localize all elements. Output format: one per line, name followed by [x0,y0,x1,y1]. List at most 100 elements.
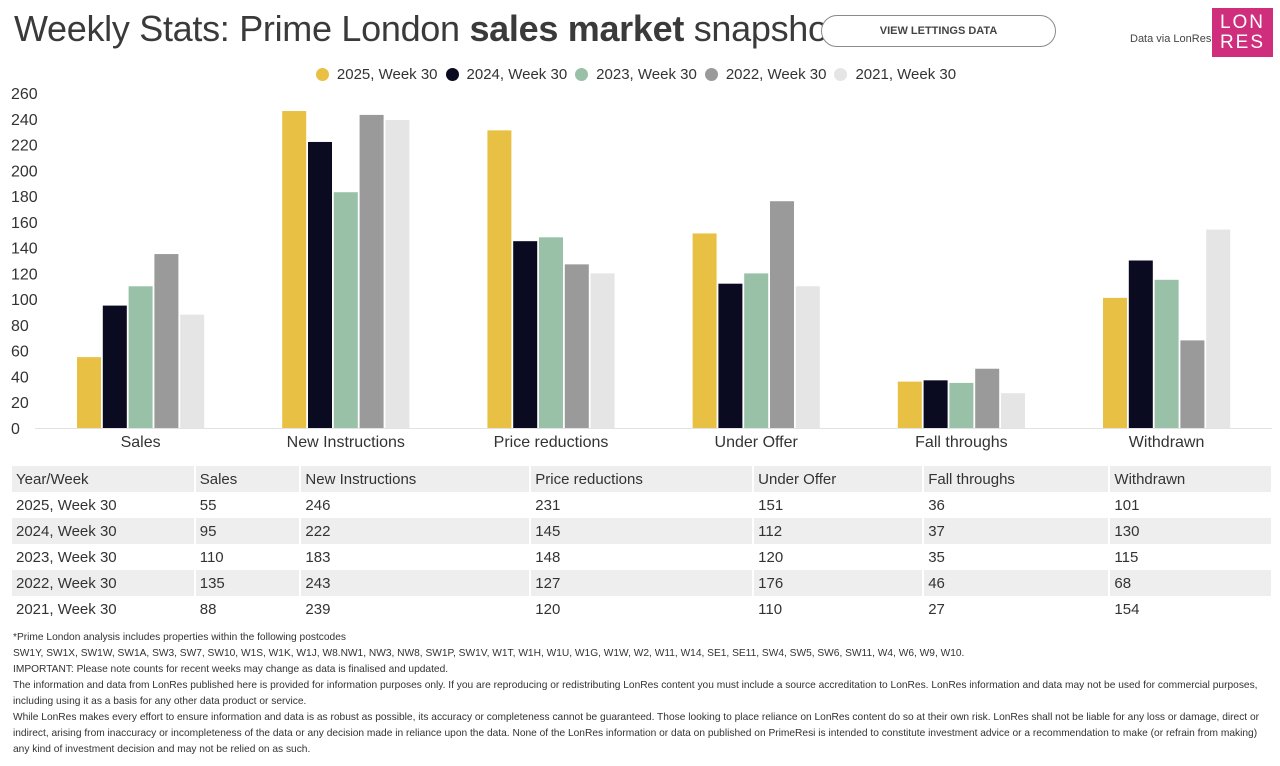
important-note: IMPORTANT: Please note counts for recent… [13,664,449,675]
legend-label: 2021, Week 30 [855,66,957,83]
bar-2024-price-reductions [513,241,538,428]
legend-label: 2025, Week 30 [336,66,438,83]
y-tick-label: 260 [11,86,38,103]
table-row: 2021, Week 30 88 239 120 110 27 154 [12,596,1273,622]
x-category-label: Withdrawn [1129,434,1205,451]
table-cell: 176 [753,570,925,596]
y-tick-label: 40 [11,369,29,386]
column-header: Withdrawn [1109,466,1273,492]
table-cell: 37 [923,518,1111,544]
bar-2024-under-offer [718,283,743,428]
bar-2025-fall-throughs [897,381,922,428]
table-cell: 101 [1109,492,1273,518]
table-cell: 148 [530,544,755,570]
table-cell: 120 [530,596,755,622]
lonres-logo[interactable]: LON RES [1212,8,1273,57]
bar-2021-new-instructions [385,120,410,429]
table-cell: 130 [1109,518,1273,544]
legend-dot-icon [315,68,329,81]
bar-2025-withdrawn [1103,297,1127,428]
legend-item[interactable]: 2022, Week 30 [704,66,827,83]
table-cell: 115 [1109,544,1273,570]
bar-2022-under-offer [770,201,794,428]
table-cell: 231 [530,492,755,518]
disclaimer-note: While LonRes makes every effort to ensur… [13,712,1260,755]
bar-chart: 0 20 40 60 80 100 120 140 160 180 200 220 240 260 Sale… [11,86,1272,451]
bar-2024-sales [102,305,127,428]
data-table: Year/Week Sales New Instructions Price redu… [12,466,1273,622]
legend-item[interactable]: 2021, Week 30 [834,66,956,83]
y-tick-label: 0 [11,421,20,438]
bar-2024-fall-throughs [923,380,948,428]
table-cell: 35 [923,544,1111,570]
y-tick-label: 60 [11,344,29,361]
view-lettings-data-button[interactable]: VIEW LETTINGS DATA [821,15,1056,47]
legend-item[interactable]: 2024, Week 30 [445,66,568,83]
bar-2023-sales [128,286,153,428]
bar-2025-under-offer [692,233,717,428]
y-tick-label: 20 [11,395,29,412]
table-cell: 112 [753,518,925,544]
table-cell: 154 [1109,596,1273,622]
table-cell: 2024, Week 30 [12,518,196,544]
bar-2021-fall-throughs [1001,393,1025,428]
bar-2021-withdrawn [1206,229,1231,428]
bar-2023-under-offer [744,273,769,428]
data-via-label: Data via LonRes [1130,33,1212,45]
y-tick-label: 220 [11,138,38,155]
table-cell: 88 [194,596,302,622]
column-header: Year/Week [12,466,196,492]
table-cell: 2023, Week 30 [12,544,196,570]
table-cell: 246 [300,492,532,518]
column-header: Under Offer [753,466,925,492]
column-header: New Instructions [300,466,532,492]
bar-2022-price-reductions [564,264,589,428]
table-cell: 110 [194,544,302,570]
table-cell: 222 [300,518,532,544]
table-cell: 151 [753,492,925,518]
column-header: Sales [194,466,302,492]
table-cell: 2025, Week 30 [12,492,196,518]
footnotes: *Prime London analysis includes properti… [13,630,1271,758]
table-row: 2023, Week 30 110 183 148 120 35 115 [12,544,1273,570]
legend-dot-icon [445,68,459,81]
legend-dot-icon [704,68,718,81]
bar-2024-withdrawn [1128,260,1153,428]
bar-2022-sales [154,254,179,428]
table-cell: 55 [194,492,302,518]
logo-line1: LON [1219,11,1266,33]
title-part1: Weekly Stats: Prime London [14,8,470,49]
page-title: Weekly Stats: Prime London sales market … [14,8,838,50]
y-tick-label: 200 [11,163,38,180]
bar-2022-new-instructions [359,114,384,429]
bar-2024-new-instructions [308,141,332,428]
table-cell: 243 [300,570,532,596]
column-header: Fall throughs [923,466,1111,492]
logo-line2: RES [1219,31,1266,53]
table-cell: 46 [923,570,1111,596]
bar-2021-sales [180,314,205,428]
y-tick-label: 240 [11,112,38,129]
table-cell: 36 [923,492,1111,518]
legend-item[interactable]: 2025, Week 30 [315,66,438,83]
postcodes-list: SW1Y, SW1X, SW1W, SW1A, SW3, SW7, SW10, … [13,648,965,659]
legend-label: 2024, Week 30 [466,66,568,83]
x-category-label: Under Offer [715,434,799,451]
table-cell: 68 [1109,570,1273,596]
bar-2025-sales [77,357,101,428]
title-part2: snapshot [684,8,838,49]
legend-dot-icon [575,68,589,81]
table-cell: 2022, Week 30 [12,570,196,596]
bar-2023-new-instructions [333,192,358,428]
table-cell: 135 [194,570,302,596]
bar-2023-fall-throughs [949,382,974,428]
legend-dot-icon [834,68,848,81]
information-note: The information and data from LonRes pub… [13,680,1258,707]
y-tick-label: 80 [11,318,29,335]
legend-label: 2023, Week 30 [596,66,697,83]
legend-label: 2022, Week 30 [725,66,827,83]
bar-2022-withdrawn [1180,340,1205,428]
legend-item[interactable]: 2023, Week 30 [575,66,697,83]
x-category-label: New Instructions [287,434,405,451]
table-cell: 2021, Week 30 [12,596,196,622]
